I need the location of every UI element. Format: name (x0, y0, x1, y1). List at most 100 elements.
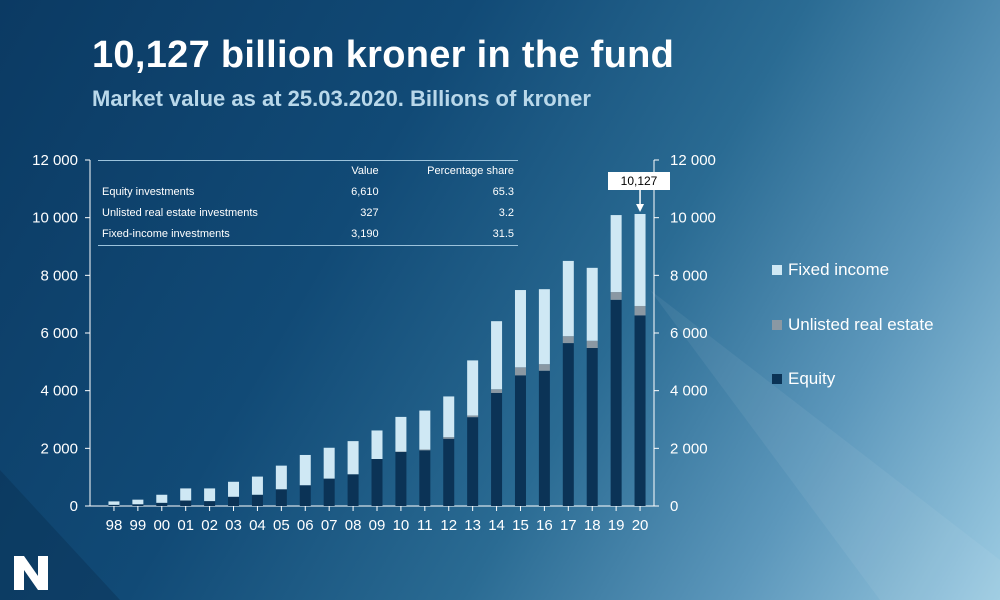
x-tick-label: 08 (345, 517, 362, 534)
bar-fixed-income-09 (371, 430, 383, 460)
legend-swatch-equity (772, 374, 782, 384)
y-tick-label-left: 10 000 (32, 210, 78, 227)
legend-item-equity: Equity (772, 369, 835, 389)
y-tick-label-left: 0 (70, 498, 78, 515)
bar-equity-20 (634, 315, 646, 506)
total-callout: 10,127 (608, 172, 670, 190)
bar-unlisted-real-estate-16 (538, 364, 550, 371)
row-label: Fixed-income investments (102, 228, 230, 240)
y-tick-label-left: 6 000 (40, 325, 78, 342)
chart-subtitle: Market value as at 25.03.2020. Billions … (92, 86, 591, 111)
bar-fixed-income-13 (467, 360, 479, 416)
header-value: Value (351, 165, 379, 177)
bar-unlisted-real-estate-20 (634, 305, 646, 316)
x-tick-label: 17 (560, 517, 577, 534)
row-label: Unlisted real estate investments (102, 207, 258, 219)
bar-equity-18 (586, 347, 598, 506)
bar-unlisted-real-estate-17 (562, 336, 574, 344)
bar-fixed-income-06 (299, 454, 311, 486)
x-tick-label: 11 (417, 517, 433, 534)
bar-fixed-income-20 (634, 214, 646, 306)
x-tick-label: 14 (488, 517, 505, 534)
row-share: 31.5 (492, 228, 514, 240)
x-tick-label: 03 (225, 517, 242, 534)
legend-label: Unlisted real estate (788, 315, 934, 334)
bar-equity-17 (562, 343, 574, 506)
bar-unlisted-real-estate-14 (491, 389, 503, 393)
bar-equity-14 (491, 392, 503, 506)
bar-fixed-income-98 (108, 501, 120, 505)
legend-swatch-real-estate (772, 320, 782, 330)
x-tick-label: 12 (440, 517, 457, 534)
x-tick-label: 02 (201, 517, 218, 534)
y-tick-label-left: 2 000 (40, 440, 78, 457)
bar-fixed-income-03 (228, 481, 240, 497)
legend-item-fixed-income: Fixed income (772, 260, 889, 280)
y-tick-label-right: 2 000 (670, 440, 708, 457)
bar-equity-02 (204, 501, 216, 506)
bar-fixed-income-10 (395, 416, 407, 452)
y-tick-label-right: 10 000 (670, 210, 716, 227)
row-share: 65.3 (492, 186, 514, 198)
y-tick-label-left: 12 000 (32, 152, 78, 169)
y-tick-label-right: 0 (670, 498, 678, 515)
bar-fixed-income-12 (443, 396, 455, 438)
bar-equity-04 (251, 494, 263, 506)
y-tick-label-right: 6 000 (670, 325, 708, 342)
bar-equity-07 (323, 478, 335, 506)
bar-fixed-income-19 (610, 215, 622, 293)
bar-fixed-income-15 (514, 290, 526, 368)
bar-fixed-income-07 (323, 447, 335, 479)
header-label (98, 161, 332, 183)
y-tick-label-right: 4 000 (670, 383, 708, 400)
row-value: 3,190 (351, 228, 379, 240)
bar-equity-98 (108, 504, 120, 506)
x-tick-label: 00 (153, 517, 170, 534)
bar-unlisted-real-estate-10 (395, 451, 407, 453)
callout-arrow-head (636, 204, 645, 212)
x-tick-label: 98 (106, 517, 123, 534)
y-tick-label-left: 4 000 (40, 383, 78, 400)
table-row: Unlisted real estate investments 327 3.2 (98, 203, 518, 224)
x-tick-label: 19 (608, 517, 625, 534)
bar-fixed-income-05 (275, 465, 287, 490)
chart-title: 10,127 billion kroner in the fund (92, 34, 675, 76)
legend-item-real-estate: Unlisted real estate (772, 315, 934, 335)
nbim-logo-icon (14, 556, 48, 590)
y-tick-label-left: 8 000 (40, 267, 78, 284)
row-label: Equity investments (102, 186, 195, 198)
x-tick-label: 04 (249, 517, 266, 534)
x-tick-label: 07 (321, 517, 338, 534)
bar-equity-01 (180, 500, 192, 506)
bar-fixed-income-04 (251, 476, 263, 495)
bar-fixed-income-18 (586, 267, 598, 341)
row-value: 6,610 (351, 186, 379, 198)
x-tick-label: 20 (632, 517, 649, 534)
legend-swatch-fixed-income (772, 265, 782, 275)
y-tick-label-right: 12 000 (670, 152, 716, 169)
bar-unlisted-real-estate-18 (586, 340, 598, 348)
bar-equity-19 (610, 299, 622, 506)
bar-fixed-income-02 (204, 488, 216, 502)
x-tick-label: 15 (512, 517, 529, 534)
bar-equity-10 (395, 451, 407, 506)
bar-equity-08 (347, 474, 359, 506)
x-tick-label: 13 (464, 517, 481, 534)
summary-table: Value Percentage share Equity investment… (98, 160, 518, 246)
bar-equity-12 (443, 438, 455, 506)
x-tick-label: 10 (393, 517, 410, 534)
row-share: 3.2 (498, 207, 514, 219)
bar-fixed-income-08 (347, 441, 359, 475)
bar-equity-05 (275, 489, 287, 506)
bar-equity-09 (371, 459, 383, 506)
x-tick-label: 18 (584, 517, 601, 534)
bar-fixed-income-16 (538, 289, 550, 365)
bar-equity-16 (538, 370, 550, 506)
bar-equity-99 (132, 504, 144, 506)
x-tick-label: 16 (536, 517, 553, 534)
legend-label: Fixed income (788, 260, 890, 279)
bar-equity-06 (299, 485, 311, 506)
bar-equity-00 (156, 502, 168, 506)
bar-fixed-income-99 (132, 499, 144, 505)
